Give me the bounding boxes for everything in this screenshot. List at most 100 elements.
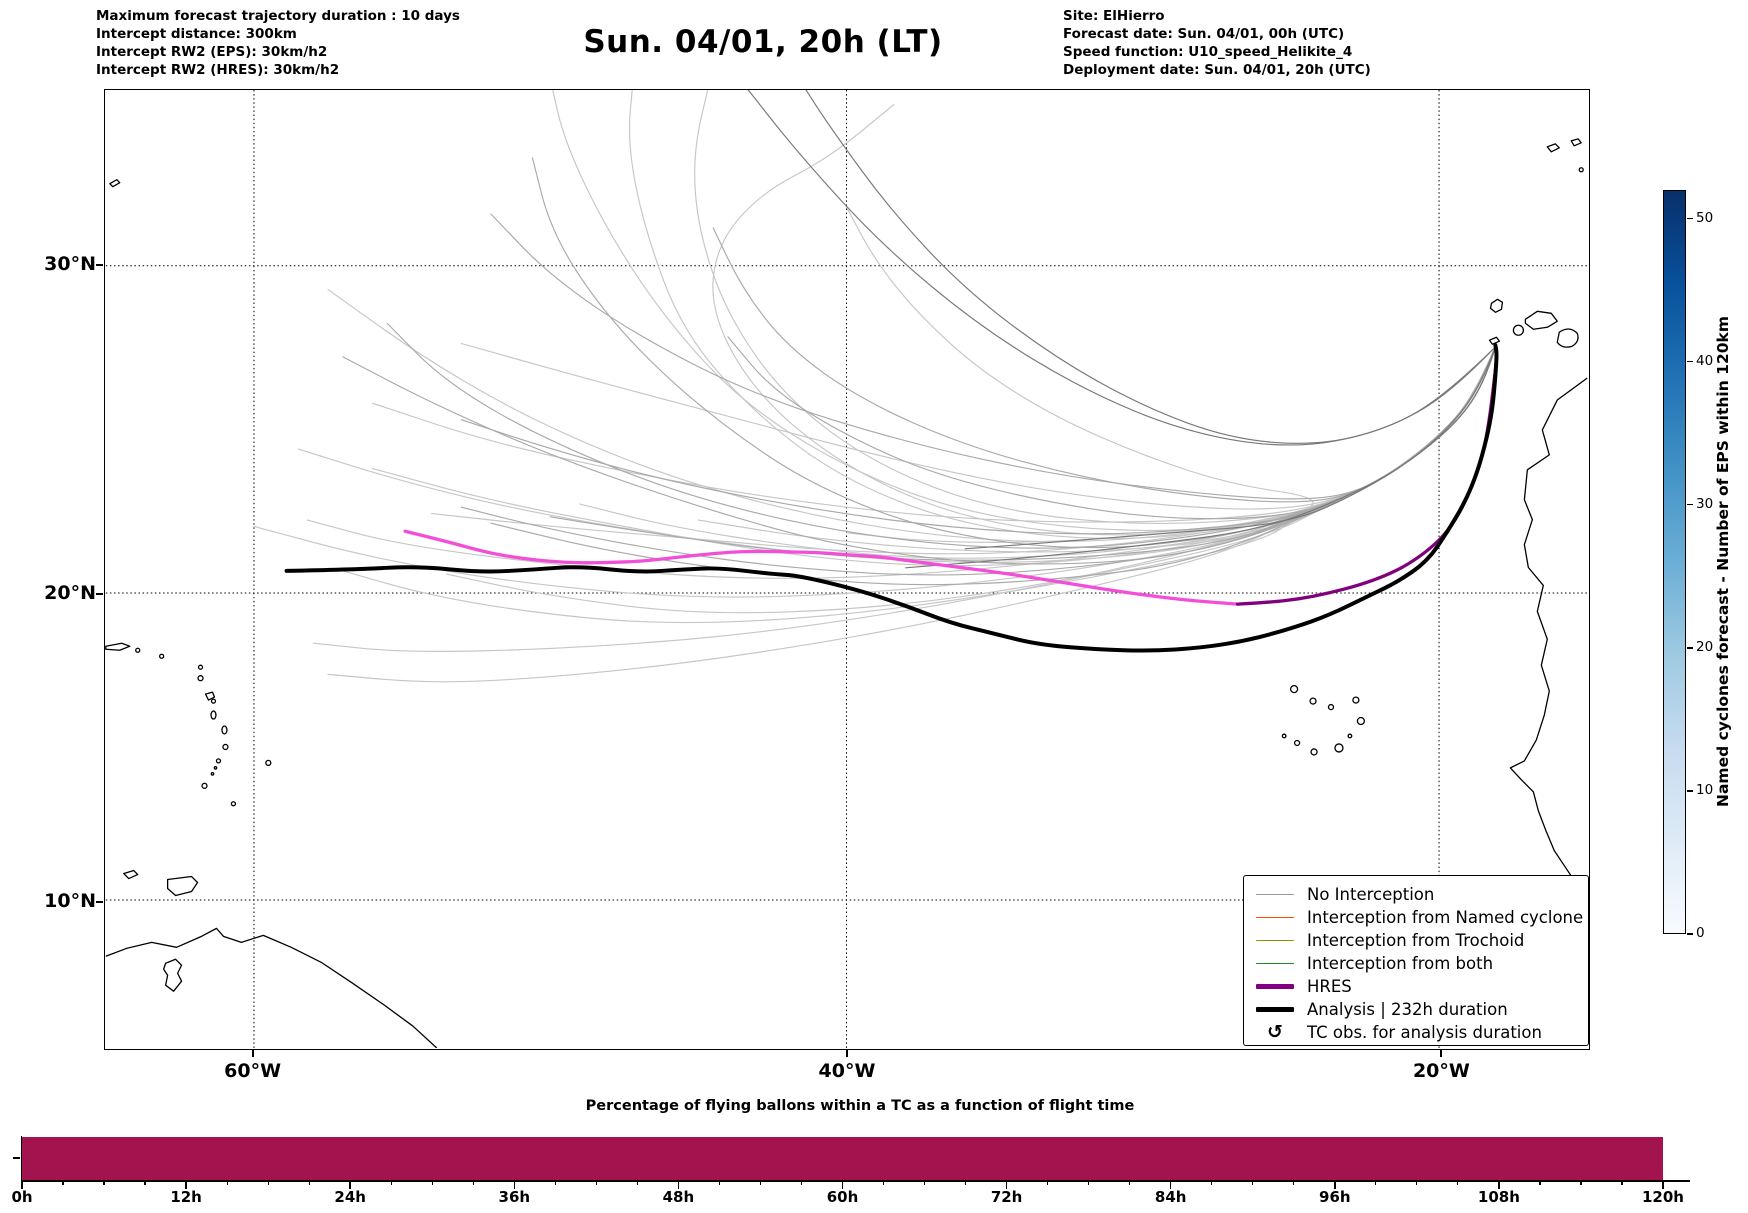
coastline-porto-santo xyxy=(1570,138,1582,147)
legend-item: HRES xyxy=(1252,975,1580,998)
bottom-chart-y-tick xyxy=(13,1157,20,1159)
legend-item-label: Interception from both xyxy=(1307,954,1494,973)
bottom-x-tick-minor xyxy=(103,1181,105,1185)
bottom-x-tick-major xyxy=(1169,1181,1172,1189)
colorbar-tick-mark xyxy=(1687,360,1693,363)
legend-item: Interception from Trochoid xyxy=(1252,929,1580,952)
bottom-x-tick-minor xyxy=(226,1181,228,1185)
bottom-x-tick-minor xyxy=(1293,1181,1295,1185)
trajectory-map-plot xyxy=(104,89,1590,1050)
bottom-x-tick-label: 48h xyxy=(662,1188,695,1206)
legend-item-label: HRES xyxy=(1307,977,1352,996)
trajectory-eps-member xyxy=(306,346,1496,579)
bottom-x-tick-major xyxy=(677,1181,680,1189)
colorbar-tick-label: 20 xyxy=(1696,638,1714,655)
legend-line-sample xyxy=(1256,916,1294,919)
legend-line-sample xyxy=(1256,1007,1294,1012)
coastline-madeira xyxy=(1546,143,1560,153)
legend-item-label: No Interception xyxy=(1307,885,1435,904)
trajectory-eps-member xyxy=(845,206,1496,509)
coastline-el-hierro xyxy=(1488,336,1501,345)
trajectory-eps-member xyxy=(342,346,1496,565)
bottom-x-tick-minor xyxy=(1539,1181,1541,1185)
bottom-x-tick-minor xyxy=(1211,1181,1213,1185)
bottom-x-tick-minor xyxy=(923,1181,926,1185)
bottom-x-tick-minor xyxy=(554,1181,556,1185)
legend-item: Interception from Named cyclone xyxy=(1252,906,1583,929)
colorbar-tick-mark xyxy=(1687,933,1693,935)
bottom-x-tick-major xyxy=(349,1181,351,1189)
bottom-x-tick-minor xyxy=(144,1181,146,1185)
x-axis-tick-label: 40°W xyxy=(818,1060,876,1082)
trajectory-eps-member xyxy=(445,346,1496,614)
bottom-x-tick-minor xyxy=(1580,1181,1582,1185)
bottom-x-tick-minor xyxy=(1047,1181,1049,1185)
tc-percentage-bar xyxy=(22,1137,1663,1180)
coastline-antilles xyxy=(105,642,272,897)
bottom-x-tick-minor xyxy=(62,1181,64,1185)
coastline-layer xyxy=(105,138,1588,1048)
coastline-la-palma xyxy=(1489,298,1504,313)
trajectory-map-canvas xyxy=(105,90,1588,1048)
bottom-x-tick-minor xyxy=(1621,1181,1623,1185)
x-axis-tick-mark xyxy=(1440,1050,1443,1057)
bottom-x-tick-minor xyxy=(595,1181,597,1185)
legend-line-sample xyxy=(1252,893,1298,896)
intercept-rw2-eps-text: Intercept RW2 (EPS): 30km/h2 xyxy=(96,44,328,60)
y-axis-tick-mark xyxy=(96,900,103,903)
legend-line-sample xyxy=(1252,1007,1298,1012)
trajectory-eps-member xyxy=(845,346,1496,543)
trajectory-eps-member xyxy=(964,346,1496,550)
bottom-x-tick-minor xyxy=(759,1181,762,1185)
legend-line-sample xyxy=(1256,984,1294,989)
colorbar-tick-label: 50 xyxy=(1696,209,1714,226)
coastline-bermuda xyxy=(109,179,121,188)
tc-obs-cyclone-icon: ↺ xyxy=(1252,1023,1298,1042)
bottom-x-tick-minor xyxy=(882,1181,885,1185)
colorbar-tick-mark xyxy=(1687,790,1693,792)
trajectory-eps-member xyxy=(905,346,1496,569)
trajectory-eps-member xyxy=(253,346,1496,598)
bottom-x-tick-minor xyxy=(800,1181,803,1185)
trajectory-eps-member xyxy=(460,346,1496,576)
bottom-x-tick-minor xyxy=(1088,1181,1090,1185)
colorbar-tick-label: 40 xyxy=(1696,352,1714,369)
colorbar-tick-label: 30 xyxy=(1696,495,1714,512)
bottom-x-tick-minor xyxy=(964,1181,967,1185)
trajectory-eps-member xyxy=(371,346,1496,523)
legend-item-label: TC obs. for analysis duration xyxy=(1307,1023,1542,1042)
x-axis-tick-label: 20°W xyxy=(1412,1060,1470,1082)
trajectory-eps-member xyxy=(460,342,1496,510)
deployment-date-text: Deployment date: Sun. 04/01, 20h (UTC) xyxy=(1063,62,1371,78)
bottom-chart-y-spine xyxy=(20,1136,23,1181)
trajectory-eps-member xyxy=(727,336,1496,520)
legend-item: No Interception xyxy=(1252,883,1580,906)
coastline-savage-island xyxy=(1578,167,1584,173)
trajectory-eps-member xyxy=(386,322,1496,549)
bottom-x-tick-label: 72h xyxy=(990,1188,1023,1206)
y-axis-tick-label: 30°N xyxy=(44,253,96,276)
x-axis-tick-mark xyxy=(251,1050,254,1057)
coastline-gran-canaria xyxy=(1556,328,1579,348)
coastline-margarita xyxy=(123,869,139,880)
bottom-x-tick-minor xyxy=(1457,1181,1459,1185)
bottom-x-tick-major xyxy=(513,1181,516,1189)
bottom-x-tick-major xyxy=(1334,1181,1336,1189)
y-axis-tick-label: 20°N xyxy=(44,581,96,604)
bottom-x-tick-major xyxy=(1005,1181,1008,1189)
trajectory-eps-member xyxy=(531,157,1496,549)
legend-line-sample xyxy=(1256,962,1294,965)
trajectory-eps-member xyxy=(628,90,1496,539)
trajectory-hres-extension xyxy=(403,529,1240,606)
bottom-x-tick-major xyxy=(185,1181,187,1189)
trajectory-eps-member xyxy=(549,346,1496,561)
trajectory-eps-member xyxy=(805,90,1496,444)
bottom-x-tick-label: 0h xyxy=(11,1188,33,1206)
trajectory-eps-member xyxy=(490,213,1496,500)
colorbar-tick-label: 0 xyxy=(1696,925,1705,941)
trajectory-hres xyxy=(1235,343,1499,606)
legend-item-label: Interception from Trochoid xyxy=(1307,931,1525,950)
legend-line-sample xyxy=(1256,939,1294,942)
legend-line-sample xyxy=(1252,916,1298,919)
bottom-x-tick-minor xyxy=(431,1181,433,1185)
